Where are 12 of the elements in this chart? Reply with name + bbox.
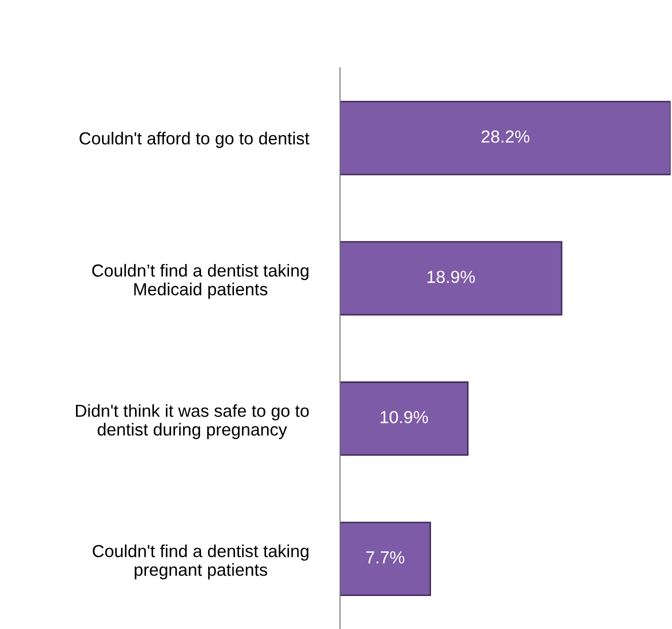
data-label: 18.9% — [428, 270, 475, 283]
data-label: 7.7% — [366, 551, 404, 564]
bar — [340, 100, 671, 176]
bar — [340, 522, 432, 596]
y-tick-label: Couldn't find a dentist taking pregnant patients — [92, 544, 308, 580]
bar — [340, 381, 469, 456]
data-label: 28.2% — [482, 130, 530, 143]
y-tick-label: Couldn't afford to go to dentist — [80, 132, 310, 148]
bar — [340, 241, 562, 316]
y-tick-label: Didn't think it was safe to go to dentist during pregnancy — [76, 404, 309, 440]
y-tick-label: Couldn’t find a dentist taking Medicaid patients — [92, 264, 308, 299]
data-label: 10.9% — [380, 410, 428, 424]
